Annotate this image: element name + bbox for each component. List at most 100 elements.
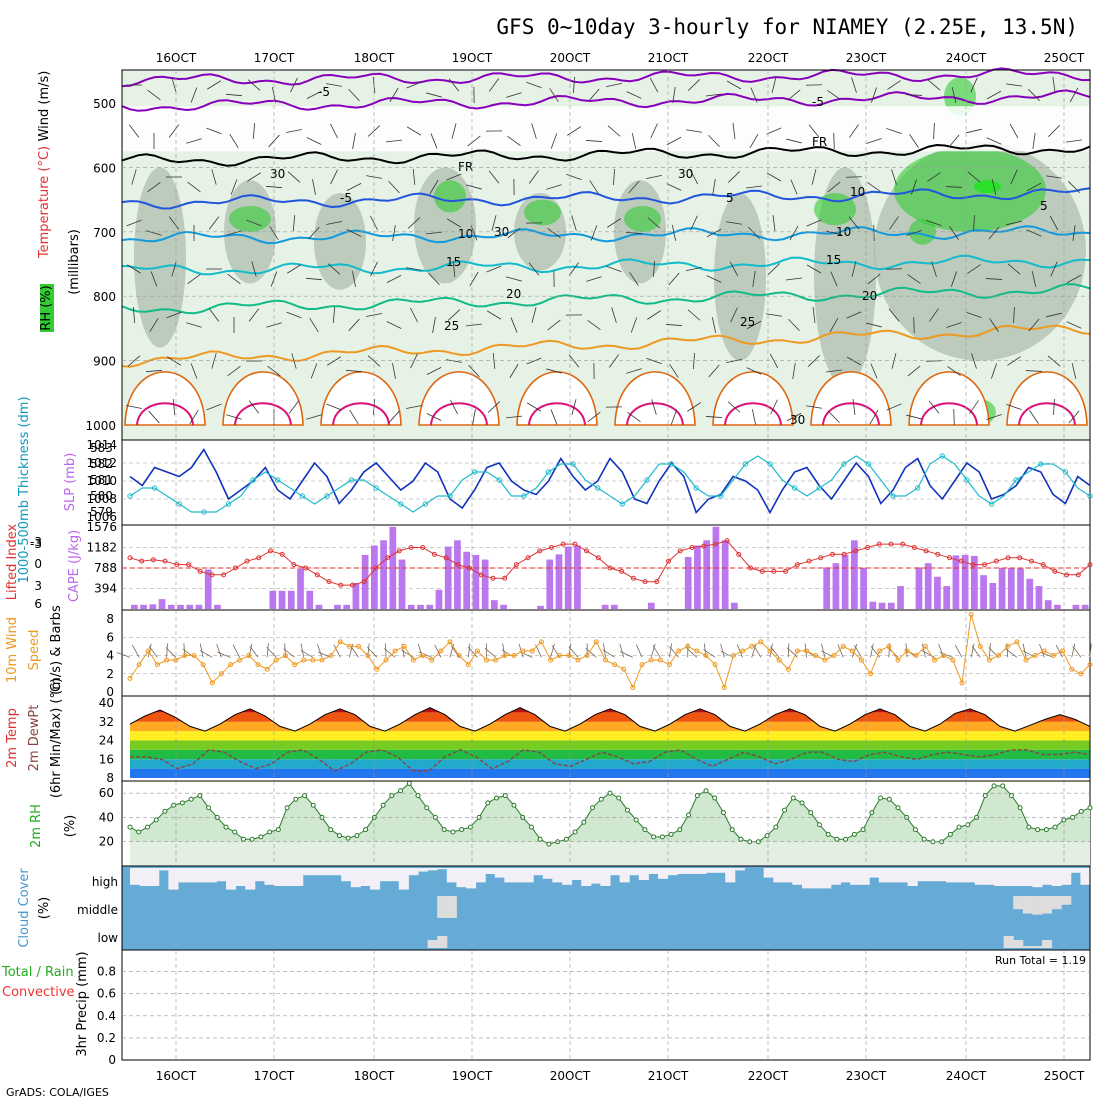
cloud-high-gap-22 [341, 868, 352, 882]
wind10-point-4 [164, 657, 170, 663]
wind-barb-6-0 [247, 79, 261, 91]
wind-barb-13-3 [392, 225, 396, 241]
wind-barb-30-7 [727, 401, 741, 413]
cloud-middle-bar-93 [1022, 896, 1033, 914]
wind-barb-3-5 [186, 322, 202, 328]
wind-barb-26-5 [647, 310, 661, 320]
rh2m-point-13 [240, 836, 246, 842]
cloud-high-gap-74 [840, 868, 851, 883]
wind10-point-87 [922, 643, 928, 649]
wind-barb-46-6 [1047, 355, 1061, 367]
wind-barb-28-4 [686, 266, 702, 272]
wind-barb-28-6 [693, 352, 695, 370]
wind-barb-10-4 [327, 263, 341, 275]
rh2m-point-9 [206, 805, 212, 811]
wind-barb-47-4 [1066, 274, 1082, 284]
wind-barb-18-6 [492, 353, 496, 369]
rh2m-point-100 [1000, 783, 1006, 789]
wind-barb-43-4 [985, 278, 1003, 280]
cape-bar-90 [961, 554, 969, 609]
cape-bar-1 [140, 604, 147, 609]
pressure-tick-900: 900 [93, 355, 116, 369]
wind-barb-11-4 [352, 271, 356, 287]
wind10-point-69 [758, 639, 764, 645]
wind-barb-14-2 [412, 169, 416, 185]
wind-barb-1-0 [147, 89, 161, 101]
cloud-high-gap-55 [658, 868, 669, 879]
li-point-21 [373, 565, 379, 571]
wind10-point-13 [246, 653, 252, 658]
cape-bar-64 [721, 540, 729, 609]
wind-barb-35-0 [827, 90, 841, 100]
wind-barb-17-7 [472, 409, 476, 425]
wind10-barb-1 [132, 644, 140, 658]
rh2m-point-81 [834, 836, 840, 842]
cloud-middle-bar-97 [1061, 896, 1072, 905]
rh2m-point-83 [851, 831, 857, 837]
wind-barb-36-6 [846, 356, 862, 366]
surface-dome-5 [614, 371, 696, 426]
rh2m-point-21 [310, 802, 316, 808]
rh2m-point-94 [947, 831, 953, 837]
wind10-point-98 [1023, 657, 1029, 663]
wind-barb-39-7 [906, 414, 922, 420]
wind-barb-0-7 [126, 405, 142, 409]
rh2m-point-19 [293, 796, 299, 802]
wind-barb-30-0 [726, 80, 742, 90]
rh2m-point-53 [590, 805, 596, 811]
rh2m-point-41 [485, 800, 491, 806]
date-label-top-25OCT: 25OCT [1044, 51, 1085, 65]
rh2m-point-80 [825, 831, 831, 837]
rh2m-point-108 [1070, 814, 1076, 820]
cape-bar-40 [500, 604, 507, 609]
wind-barb-27-4 [668, 272, 680, 286]
cloud-high-gap-18 [302, 868, 313, 876]
cloud-high-gap-92 [1013, 868, 1024, 886]
wind10-point-41 [502, 653, 508, 658]
wind-barb-41-6 [947, 366, 961, 376]
li-point-32 [502, 575, 508, 581]
wind-barb-24-6 [608, 354, 620, 368]
li-point-1 [139, 558, 145, 564]
wind10-barb-55 [619, 651, 634, 658]
wind10-point-93 [977, 643, 983, 649]
wind-barb-6-2 [247, 172, 261, 182]
cloud-high-gap-11 [235, 868, 246, 886]
wind10-barb-59 [669, 643, 673, 658]
date-label-top-22OCT: 22OCT [748, 51, 789, 65]
cloud-high-gap-37 [485, 868, 496, 874]
isotherm-20 [121, 283, 1091, 315]
wind-barb-41-0 [951, 87, 957, 103]
wind-barb-8-0 [290, 77, 298, 93]
wind10-point-95 [996, 653, 1002, 658]
wind-barb-39-2 [911, 179, 917, 195]
cape-bar-33 [435, 589, 443, 609]
temp-band-6 [130, 712, 1090, 722]
wind10-point-76 [822, 657, 828, 663]
wind-barb-25-1 [631, 133, 637, 149]
cloud-high-gap-70 [802, 868, 813, 889]
rh2m-point-51 [572, 829, 578, 835]
rh-shade-2 [314, 193, 366, 290]
cape-bar-34 [444, 546, 452, 609]
rh2m-point-67 [712, 795, 718, 801]
wind-barb-2-1 [168, 124, 180, 138]
wind-barb-47-7 [1068, 410, 1080, 424]
wind10-barb-68 [751, 643, 757, 658]
wind10-point-99 [1032, 653, 1038, 658]
wind-barb-27-7 [670, 409, 678, 425]
cape-bar-103 [1081, 604, 1089, 609]
wind-barb-42-0 [970, 77, 978, 93]
dry-band-upper [123, 106, 1089, 152]
cape-bar-86 [924, 563, 932, 609]
rh2m-point-7 [188, 796, 194, 802]
wind10-point-28 [383, 657, 389, 663]
cape-bar-38 [481, 559, 489, 609]
wind10-barb-0 [116, 652, 131, 658]
contour-label-8: 15 [446, 255, 461, 269]
cape-bar-35 [454, 540, 461, 609]
wind-barb-47-0 [1069, 87, 1079, 103]
contour-label-1: -5 [812, 95, 824, 109]
cloud-high-gap-21 [331, 868, 342, 876]
contour-label-11: 20 [862, 289, 877, 303]
